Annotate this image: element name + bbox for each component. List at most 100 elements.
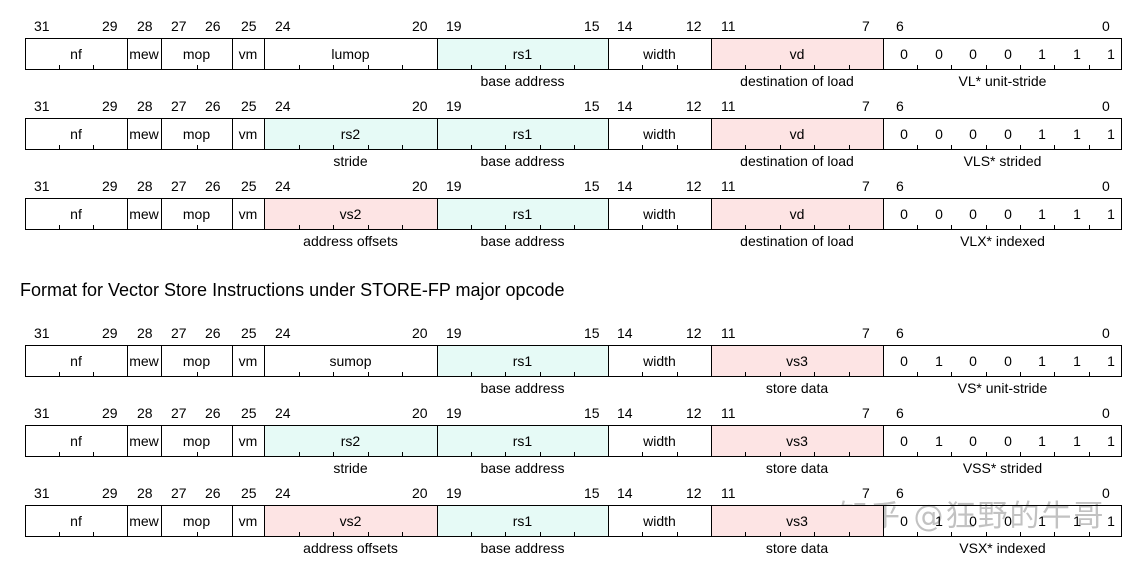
bit-tick: [540, 65, 541, 69]
opcode-field: [883, 425, 1122, 457]
bit-number: 25: [241, 178, 257, 194]
bit-tick: [849, 372, 850, 376]
bit-tick: [677, 532, 678, 536]
field-label: mop: [182, 433, 211, 449]
bit-tick: [814, 532, 815, 536]
field-label: nf: [70, 353, 82, 369]
bit-tick: [59, 65, 60, 69]
field-label: rs1: [512, 206, 533, 222]
opcode-bit: 0: [969, 353, 977, 369]
field-rs1: [437, 198, 608, 230]
field-vm: [232, 118, 264, 150]
field-mew: [127, 118, 161, 150]
field-label: mew: [129, 46, 159, 62]
bit-number: 24: [275, 98, 291, 114]
bit-number: 12: [686, 325, 702, 341]
field-label: rs1: [512, 46, 533, 62]
format-box: [25, 425, 1122, 457]
opcode-bit: 0: [900, 206, 908, 222]
opcode-bit: 0: [1004, 353, 1012, 369]
bit-number: 27: [171, 405, 187, 421]
bit-number: 24: [275, 178, 291, 194]
field-description: VLX* indexed: [960, 233, 1045, 249]
bit-tick: [1089, 452, 1090, 456]
bit-tick: [59, 372, 60, 376]
opcode-bit: 1: [1038, 46, 1046, 62]
bit-number: 29: [102, 98, 118, 114]
bit-number: 26: [205, 178, 221, 194]
bit-tick: [471, 145, 472, 149]
opcode-bit: 1: [1107, 206, 1115, 222]
bit-tick: [505, 452, 506, 456]
bit-tick: [333, 225, 334, 229]
field-description: base address: [480, 153, 565, 169]
field-vs3: [711, 345, 883, 377]
field-description: VS* unit-stride: [957, 380, 1048, 396]
bit-tick: [986, 225, 987, 229]
bit-number: 31: [34, 405, 50, 421]
field-width: [608, 425, 711, 457]
field-label: mop: [182, 46, 211, 62]
opcode-bit: 1: [1038, 513, 1046, 529]
bit-number: 15: [584, 98, 600, 114]
bit-number: 20: [412, 98, 428, 114]
bit-number: 24: [275, 485, 291, 501]
opcode-field: [883, 345, 1122, 377]
bit-tick: [299, 225, 300, 229]
bit-number: 0: [1102, 405, 1110, 421]
field-label: mew: [129, 513, 159, 529]
bit-number: 20: [412, 485, 428, 501]
bit-number: 27: [171, 18, 187, 34]
opcode-bit: 0: [900, 513, 908, 529]
opcode-bit: 0: [900, 126, 908, 142]
field-label: rs2: [340, 433, 361, 449]
bit-number: 27: [171, 178, 187, 194]
bit-tick: [1020, 65, 1021, 69]
bit-number: 31: [34, 18, 50, 34]
bit-tick: [59, 452, 60, 456]
bit-tick: [814, 452, 815, 456]
opcode-bit: 1: [1073, 126, 1081, 142]
bit-tick: [677, 145, 678, 149]
field-rs1: [437, 505, 608, 537]
bit-tick: [333, 145, 334, 149]
field-width: [608, 38, 711, 70]
bit-tick: [402, 452, 403, 456]
field-label: mop: [182, 513, 211, 529]
bit-tick: [299, 372, 300, 376]
bit-tick: [197, 145, 198, 149]
bit-tick: [540, 532, 541, 536]
bit-tick: [505, 145, 506, 149]
field-label: vm: [238, 126, 258, 142]
field-label: nf: [70, 126, 82, 142]
bit-number: 15: [584, 178, 600, 194]
bit-number: 15: [584, 325, 600, 341]
field-lumop: [264, 38, 437, 70]
field-description: VL* unit-stride: [958, 73, 1047, 89]
bit-number: 12: [686, 485, 702, 501]
bit-number: 28: [137, 98, 153, 114]
bit-number: 7: [862, 178, 870, 194]
bit-number: 26: [205, 325, 221, 341]
bit-number: 29: [102, 485, 118, 501]
bit-tick: [677, 452, 678, 456]
bit-tick: [574, 452, 575, 456]
field-description: VSX* indexed: [959, 540, 1046, 556]
bit-number: 26: [205, 485, 221, 501]
bit-tick: [1054, 372, 1055, 376]
field-label: mew: [129, 126, 159, 142]
field-label: vs3: [786, 353, 808, 369]
bit-tick: [197, 452, 198, 456]
bit-tick: [59, 532, 60, 536]
field-label: mew: [129, 433, 159, 449]
bit-tick: [1020, 225, 1021, 229]
field-rs1: [437, 118, 608, 150]
bit-tick: [59, 225, 60, 229]
opcode-bit: 1: [1038, 206, 1046, 222]
bit-tick: [849, 225, 850, 229]
bit-tick: [1089, 532, 1090, 536]
bit-number: 19: [446, 98, 462, 114]
bit-tick: [677, 65, 678, 69]
bit-number: 0: [1102, 98, 1110, 114]
